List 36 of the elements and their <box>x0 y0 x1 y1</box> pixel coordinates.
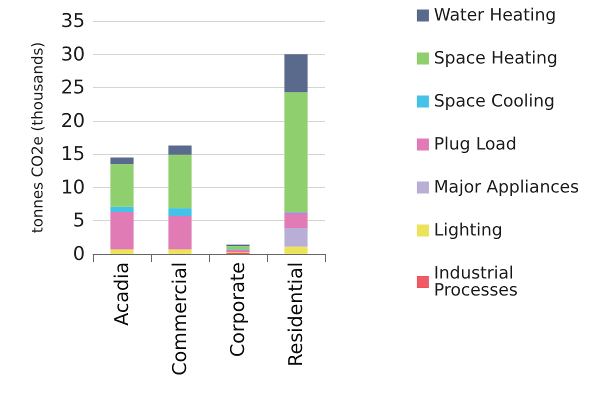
bar <box>110 206 134 212</box>
bar <box>284 228 308 247</box>
y-tick-label: 20 <box>60 110 85 132</box>
legend-label: Plug Load <box>434 134 517 154</box>
y-tick-label: 35 <box>60 10 85 32</box>
x-tick-label: Acadia <box>111 262 133 326</box>
bar <box>284 212 308 228</box>
bar <box>110 157 134 164</box>
bar <box>226 246 250 250</box>
bar <box>168 154 192 208</box>
y-axis-title: tonnes CO2e (thousands) <box>28 42 46 234</box>
legend-label: Space Heating <box>434 48 558 68</box>
y-tick-label: 0 <box>72 243 85 265</box>
x-tick-label: Commercial <box>169 262 191 376</box>
bar <box>168 249 192 254</box>
y-tick-label: 5 <box>72 210 85 232</box>
y-tick-label: 30 <box>60 43 85 66</box>
x-tick-label: Residential <box>285 262 307 367</box>
y-tick-label: 10 <box>60 176 85 198</box>
legend-label: Space Cooling <box>434 92 555 112</box>
bar <box>110 212 134 250</box>
y-tick-label: 15 <box>60 143 85 166</box>
x-tick-label: Corporate <box>227 262 249 357</box>
legend-label: Water Heating <box>434 6 556 26</box>
legend-label: Lighting <box>434 220 503 240</box>
y-tick-label: 25 <box>60 76 85 99</box>
bar <box>110 249 134 254</box>
bar <box>110 164 134 207</box>
bar <box>284 246 308 254</box>
bar <box>168 208 192 216</box>
legend-label: Industrial Processes <box>434 264 520 300</box>
bar <box>284 92 308 212</box>
bar <box>168 145 192 155</box>
legend-label: Major Appliances <box>434 178 580 198</box>
bar <box>168 216 192 250</box>
bar <box>284 54 308 92</box>
